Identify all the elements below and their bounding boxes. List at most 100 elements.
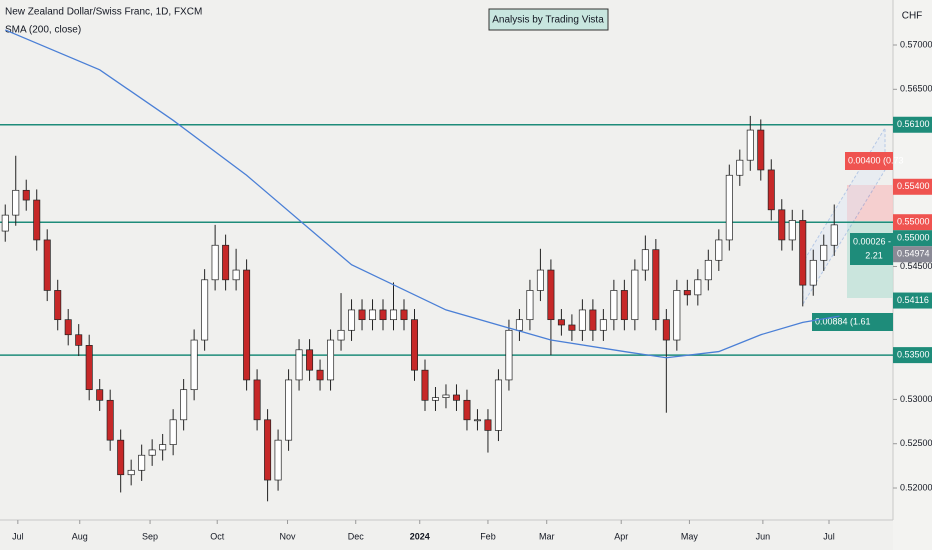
candle-body [159, 444, 167, 451]
currency: CHF [902, 11, 923, 22]
candle-body [484, 419, 492, 431]
candle-body [400, 309, 408, 321]
candle-body [725, 174, 733, 241]
annotation: Analysis by Trading Vista [492, 15, 604, 26]
price-label: 0.53500 [897, 349, 930, 359]
candle-body [578, 309, 586, 331]
x-tick-label: 2024 [410, 531, 430, 541]
candle-body [473, 419, 481, 422]
candle-body [757, 129, 765, 171]
position-label: 0.00026 - 2 [853, 236, 899, 246]
position-label-box [850, 233, 893, 265]
candle-body [442, 394, 450, 398]
x-tick-label: Jun [756, 531, 771, 541]
candle-body [715, 239, 723, 261]
candle-body [526, 290, 534, 321]
candle-body [85, 345, 93, 391]
price-label-box [893, 347, 932, 364]
candle-body [22, 189, 30, 201]
candle-body [452, 394, 460, 401]
candle-body [809, 259, 817, 286]
position-label-box [845, 152, 893, 170]
position-label: 0.00400 (0.73 [848, 155, 904, 165]
candle-body [631, 269, 639, 321]
price-label-box [893, 214, 932, 231]
candle-body [253, 379, 261, 421]
x-tick-label: Dec [348, 531, 365, 541]
candle-body [117, 439, 125, 476]
position-label: 2.21 [865, 250, 883, 260]
candle-body [463, 399, 471, 421]
candle-body [75, 334, 83, 346]
candle-body [358, 309, 366, 321]
sma-line [4, 29, 840, 359]
candle-body [127, 469, 135, 476]
chart-title: New Zealand Dollar/Swiss Franc, 1D, FXCM [5, 7, 202, 18]
candle-body [421, 369, 429, 401]
stop-zone [847, 185, 893, 221]
candle-body [96, 389, 104, 401]
candle-body [337, 329, 345, 341]
candle-body [138, 454, 146, 471]
candle-body [201, 279, 209, 341]
candle-body [589, 309, 597, 331]
candle-body [390, 309, 398, 321]
candle-body [673, 290, 681, 341]
candle-body [568, 324, 576, 331]
candle-body [494, 379, 502, 431]
candle-body [190, 339, 198, 391]
y-tick-label: 0.54500 [900, 261, 932, 271]
candle-body [295, 349, 303, 381]
candle-body [43, 239, 51, 291]
x-tick-label: Jul [823, 531, 835, 541]
candle-body [54, 290, 62, 321]
candle-body [12, 189, 20, 216]
price-label-box [893, 116, 932, 133]
candle-body [599, 319, 607, 331]
candle-body [306, 349, 314, 371]
price-label: 0.56100 [897, 119, 930, 129]
x-tick-label: Feb [480, 531, 496, 541]
candle-body [222, 244, 230, 281]
price-label: 0.54974 [897, 249, 930, 259]
candle-body [148, 449, 156, 456]
price-label: 0.55400 [897, 181, 930, 191]
candle-body [536, 269, 544, 291]
candle-body [243, 269, 251, 381]
candle-body [106, 399, 114, 441]
position-label: 0.00884 (1.61 [815, 316, 871, 326]
candle-body [778, 209, 786, 241]
candle-body [830, 224, 838, 246]
candle-body [662, 319, 670, 341]
candle-body [704, 259, 712, 281]
x-tick-label: Aug [72, 531, 88, 541]
price-label-box [893, 178, 932, 195]
price-label: 0.55000 [897, 233, 930, 243]
candle-body [169, 419, 177, 445]
candle-body [641, 249, 649, 271]
x-tick-label: Jul [12, 531, 24, 541]
candle-body [211, 244, 219, 281]
indicator-name: SMA (200, close) [5, 25, 81, 36]
y-tick-label: 0.56500 [900, 84, 932, 94]
candle-body [232, 269, 240, 281]
price-label-box [893, 292, 932, 309]
candle-body [410, 319, 418, 371]
y-tick-label: 0.52000 [900, 482, 932, 492]
candle-body [610, 290, 618, 321]
y-tick-label: 0.53000 [900, 394, 932, 404]
candle-body [1, 214, 9, 232]
candle-body [820, 244, 828, 261]
x-tick-label: Apr [614, 531, 628, 541]
candle-body [431, 397, 439, 401]
x-tick-label: May [681, 531, 699, 541]
candle-body [736, 159, 744, 176]
price-label-box [893, 230, 932, 247]
candle-body [746, 129, 754, 161]
candle-body [788, 220, 796, 241]
candle-body [515, 319, 523, 331]
candle-body [652, 249, 660, 321]
candle-body [620, 290, 628, 321]
price-axis [893, 0, 932, 550]
